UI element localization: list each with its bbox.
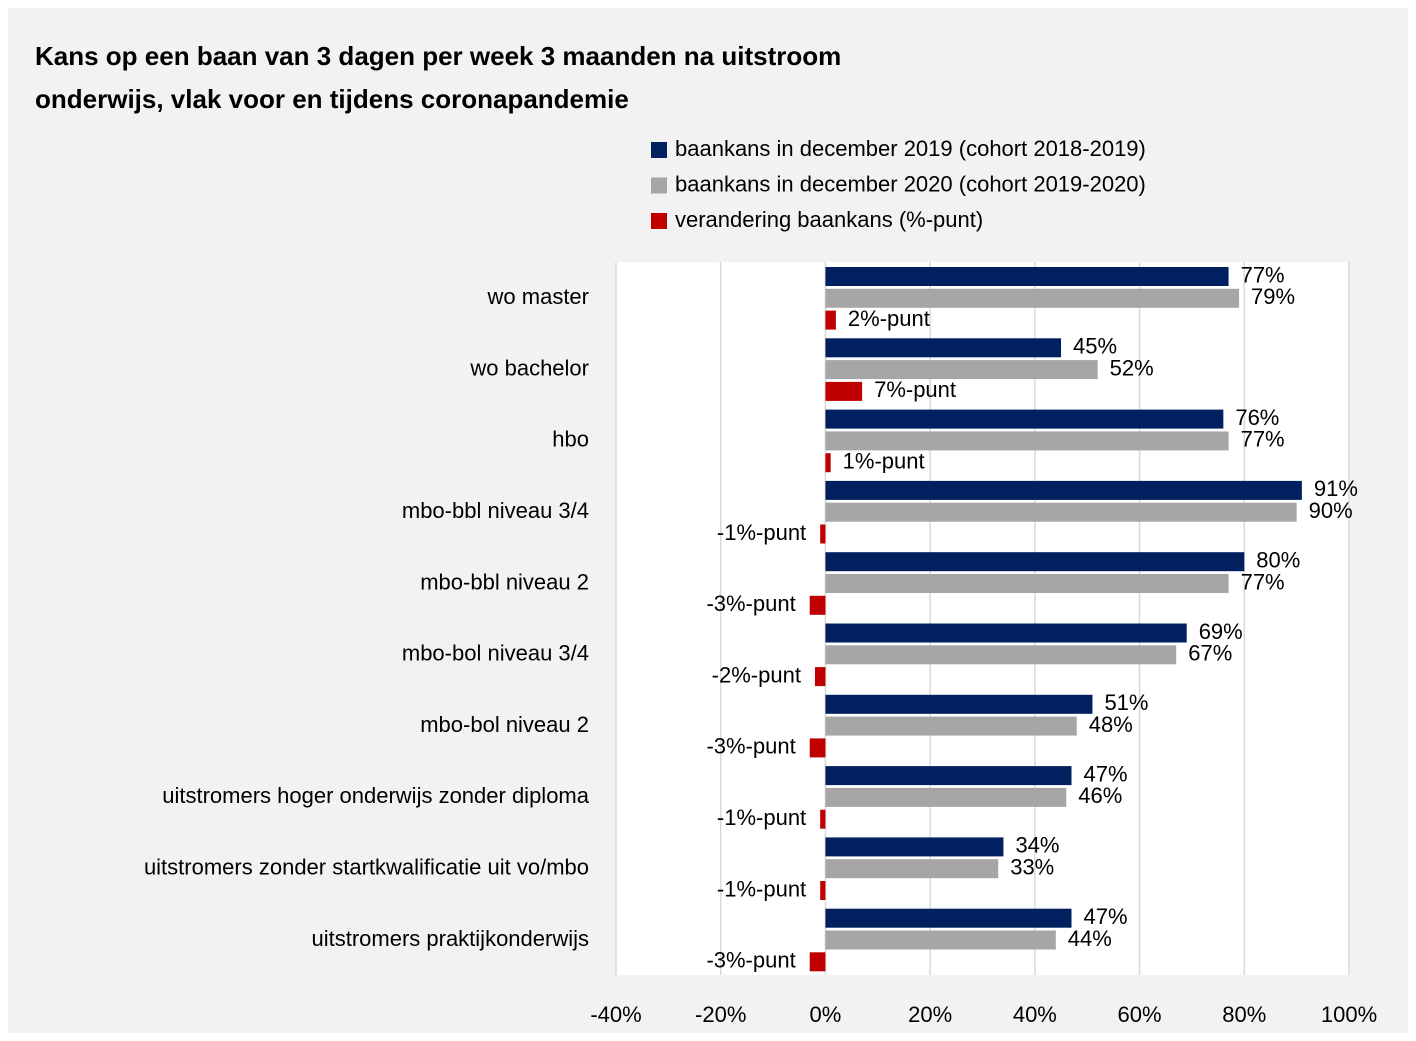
bar — [825, 766, 1072, 786]
value-label: 33% — [1010, 855, 1054, 880]
y-tick-label: uitstromers zonder startkwalificatie uit… — [144, 855, 589, 880]
value-label: 77% — [1241, 262, 1285, 287]
x-tick-label: 80% — [1222, 1002, 1266, 1027]
value-label: -2%-punt — [712, 662, 801, 687]
bar — [825, 502, 1297, 522]
bar — [825, 480, 1302, 500]
legend-swatch — [651, 213, 667, 229]
y-tick-label: mbo-bol niveau 3/4 — [402, 641, 589, 666]
value-label: 45% — [1073, 334, 1117, 359]
x-tick-label: -20% — [695, 1002, 746, 1027]
y-tick-label: mbo-bbl niveau 3/4 — [402, 498, 589, 523]
value-label: 51% — [1104, 690, 1148, 715]
value-label: 80% — [1256, 548, 1300, 573]
value-label: 44% — [1068, 926, 1112, 951]
bar — [825, 859, 999, 879]
y-tick-label: uitstromers hoger onderwijs zonder diplo… — [162, 783, 590, 808]
bar — [825, 310, 836, 330]
value-label: 67% — [1188, 641, 1232, 666]
bar — [825, 409, 1224, 429]
x-tick-label: 40% — [1013, 1002, 1057, 1027]
chart-title: Kans op een baan van 3 dagen per week 3 … — [35, 41, 841, 71]
legend-swatch — [651, 142, 667, 158]
bar — [825, 694, 1093, 714]
bar — [825, 716, 1077, 736]
bar — [825, 338, 1062, 358]
value-label: 77% — [1241, 427, 1285, 452]
value-label: 46% — [1078, 783, 1122, 808]
bar — [820, 809, 826, 829]
bar — [825, 645, 1177, 665]
bar — [809, 952, 826, 972]
x-tick-label: 20% — [908, 1002, 952, 1027]
bar — [809, 738, 826, 758]
y-tick-label: mbo-bbl niveau 2 — [420, 569, 589, 594]
legend-label: verandering baankans (%-punt) — [675, 207, 983, 232]
y-tick-label: uitstromers praktijkonderwijs — [311, 926, 589, 951]
value-label: -1%-punt — [717, 520, 806, 545]
value-label: 1%-punt — [843, 449, 925, 474]
bar — [820, 881, 826, 900]
value-label: 90% — [1309, 498, 1353, 523]
value-label: -1%-punt — [717, 805, 806, 830]
value-label: 7%-punt — [874, 377, 956, 402]
bar — [825, 574, 1229, 593]
bar — [825, 787, 1067, 807]
bar — [825, 837, 1004, 857]
y-tick-label: wo master — [487, 284, 589, 309]
value-label: 91% — [1314, 476, 1358, 501]
value-label: 52% — [1110, 355, 1154, 380]
x-tick-label: 0% — [810, 1002, 842, 1027]
legend-swatch — [651, 177, 667, 194]
value-label: 48% — [1089, 712, 1133, 737]
value-label: 47% — [1084, 761, 1128, 786]
value-label: 77% — [1241, 569, 1285, 594]
bar — [825, 288, 1240, 308]
bar — [825, 431, 1229, 451]
bar — [814, 667, 826, 687]
value-label: 69% — [1199, 619, 1243, 644]
y-tick-label: wo bachelor — [469, 355, 589, 380]
bar — [825, 552, 1245, 572]
bar — [825, 267, 1229, 286]
value-label: 34% — [1015, 833, 1059, 858]
bar — [809, 595, 826, 615]
value-label: -3%-punt — [706, 591, 795, 616]
y-tick-label: hbo — [552, 427, 589, 452]
legend-label: baankans in december 2019 (cohort 2018-2… — [675, 136, 1146, 161]
bar — [825, 930, 1056, 950]
y-tick-label: mbo-bol niveau 2 — [420, 712, 589, 737]
value-label: 79% — [1251, 284, 1295, 309]
bar — [825, 381, 863, 401]
chart-title: onderwijs, vlak voor en tijdens coronapa… — [35, 84, 629, 114]
value-label: -3%-punt — [706, 948, 795, 973]
value-label: 76% — [1235, 405, 1279, 430]
bar — [825, 453, 831, 473]
value-label: 47% — [1084, 904, 1128, 929]
bar — [825, 908, 1072, 928]
x-tick-label: 60% — [1118, 1002, 1162, 1027]
x-tick-label: -40% — [590, 1002, 641, 1027]
value-label: -3%-punt — [706, 734, 795, 759]
value-label: 2%-punt — [848, 306, 930, 331]
legend-label: baankans in december 2020 (cohort 2019-2… — [675, 171, 1146, 196]
bar — [820, 524, 826, 544]
bar — [825, 360, 1098, 380]
x-tick-label: 100% — [1321, 1002, 1377, 1027]
value-label: -1%-punt — [717, 876, 806, 901]
bar — [825, 623, 1187, 643]
